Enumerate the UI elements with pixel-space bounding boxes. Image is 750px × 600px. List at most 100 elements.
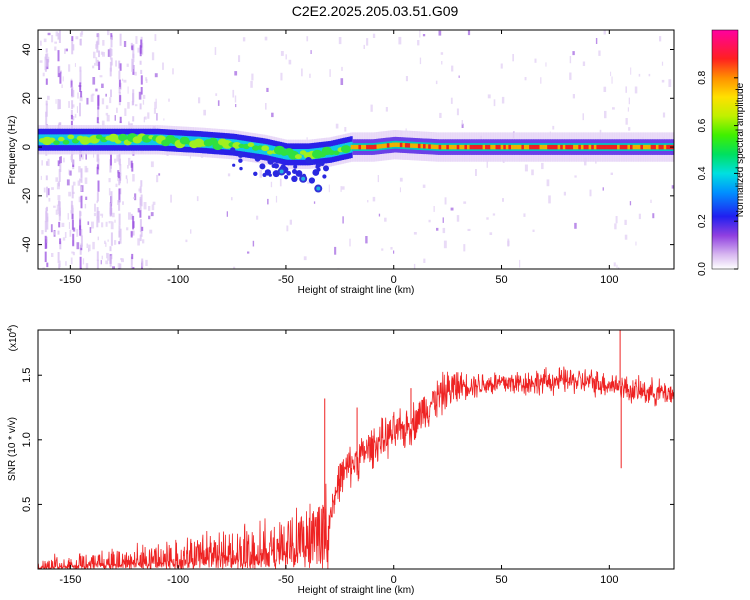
- spectrogram-noise-cell: [39, 60, 43, 63]
- spectrogram-max-cell: [544, 144, 548, 150]
- spectrogram-noise-cell: [519, 259, 521, 268]
- spectrogram-peak: [284, 175, 289, 180]
- spectrogram-noise-cell: [456, 215, 460, 222]
- x-tick-label: 0: [391, 574, 397, 586]
- spectrogram-noise-cell: [140, 75, 143, 85]
- spectrogram-noise-cell: [80, 168, 83, 178]
- spectrogram-noise-cell: [82, 258, 85, 265]
- spectrogram-noise-cell: [68, 191, 72, 197]
- spectrogram-noise-cell: [46, 186, 48, 198]
- spectrogram-noise-cell: [96, 192, 99, 202]
- spectrogram-max-cell: [456, 144, 460, 150]
- spectrogram-noise-cell: [69, 170, 72, 176]
- y-tick-label: 0.5: [21, 497, 33, 512]
- spectrogram-noise-cell: [119, 239, 122, 244]
- spectrogram-noise-cell: [96, 251, 99, 261]
- spectrogram-noise-cell: [102, 52, 105, 57]
- spectrogram-max-cell: [446, 144, 450, 150]
- spectrogram-noise-cell: [118, 79, 121, 89]
- spectrogram-peak: [238, 158, 243, 163]
- spectrogram-noise-cell: [72, 116, 75, 121]
- spectrogram-noise-cell: [97, 152, 100, 161]
- spectrogram-noise-cell: [203, 109, 206, 116]
- spectrogram-y-label: Frequency (Hz): [7, 116, 18, 185]
- spectrogram-noise-cell: [108, 188, 111, 196]
- spectrogram-noise-cell: [377, 175, 379, 183]
- spectrogram-max-cell: [407, 143, 411, 148]
- spectrogram-noise-cell: [338, 37, 342, 45]
- spectrogram-noise-cell: [42, 267, 45, 269]
- spectrogram-noise-cell: [85, 167, 89, 173]
- spectrogram-noise-cell: [433, 206, 435, 212]
- spectrogram-max-cell: [655, 144, 659, 150]
- spectrogram-noise-cell: [96, 59, 99, 67]
- spectrogram-noise-cell: [189, 155, 191, 159]
- spectrogram-peak: [319, 160, 324, 164]
- spectrogram-noise-cell: [121, 258, 124, 263]
- spectrogram-noise-cell: [108, 221, 111, 224]
- spectrogram-noise-cell: [251, 73, 254, 81]
- spectrogram-noise-cell: [610, 172, 613, 175]
- spectrogram-noise-cell: [154, 34, 157, 41]
- x-tick-label: -150: [59, 574, 81, 586]
- spectrogram-noise-cell: [105, 112, 109, 116]
- spectrogram-noise-cell: [128, 121, 130, 126]
- x-tick-label: -150: [59, 274, 81, 286]
- spectrogram-noise-cell: [117, 172, 120, 179]
- x-tick-label: 50: [495, 574, 507, 586]
- spectrogram-noise-cell: [110, 154, 112, 166]
- spectrogram-noise-cell: [40, 40, 42, 46]
- spectrogram-noise-cell: [563, 191, 566, 196]
- spectrogram-max-cell: [503, 144, 507, 150]
- spectrogram-noise-cell: [328, 184, 330, 193]
- spectrogram-max-cell: [575, 144, 579, 150]
- spectrogram-max-cell: [495, 144, 499, 150]
- spectrogram-noise-cell: [122, 201, 124, 205]
- spectrogram-noise-cell: [123, 41, 127, 47]
- spectrogram-peak: [312, 169, 320, 176]
- spectrogram-noise-cell: [569, 56, 572, 64]
- spectrogram-noise-cell: [131, 253, 134, 260]
- spectrogram-noise-cell: [84, 177, 88, 184]
- spectrogram-max-cell: [591, 144, 594, 150]
- spectrogram-noise-cell: [671, 185, 674, 189]
- spectrogram-max-cell: [599, 144, 602, 150]
- spectrogram-max-cell: [604, 144, 607, 150]
- spectrogram-noise-cell: [132, 65, 135, 75]
- spectrogram-max-cell: [601, 144, 605, 150]
- spectrogram-max-cell: [529, 144, 532, 150]
- spectrogram-peak: [266, 150, 274, 155]
- spectrogram-noise-cell: [74, 113, 77, 118]
- spectrogram-noise-cell: [341, 66, 343, 71]
- spectrogram-noise-cell: [147, 112, 150, 119]
- colorbar: 0.0 0.2 0.4 0.6 0.8 Normalized spectral ampl…: [697, 29, 746, 276]
- spectrogram-max-cell: [399, 142, 403, 148]
- spectrogram-noise-cell: [80, 195, 83, 209]
- spectrogram-noise-cell: [614, 223, 617, 230]
- spectrogram-noise-cell: [119, 116, 122, 123]
- spectrogram-noise-cell: [72, 181, 76, 186]
- spectrogram-noise-cell: [96, 216, 99, 228]
- spectrogram-noise-cell: [443, 240, 447, 249]
- spectrogram-noise-cell: [329, 69, 331, 77]
- spectrogram-max-cell: [358, 144, 362, 150]
- spectrogram-noise-cell: [118, 60, 121, 69]
- spectrogram-noise-cell: [524, 164, 528, 172]
- spectrogram-noise-cell: [47, 95, 50, 100]
- spectrogram-max-cell: [580, 144, 584, 150]
- spectrogram-noise-cell: [86, 97, 89, 105]
- spectrogram-noise-cell: [45, 103, 48, 117]
- spectrogram-peak: [340, 145, 351, 154]
- spectrogram-max-cell: [443, 144, 447, 150]
- spectrogram-noise-cell: [238, 55, 241, 62]
- spectrogram-noise-cell: [72, 44, 75, 51]
- spectrogram-noise-cell: [105, 93, 107, 97]
- spectrogram-noise-cell: [118, 188, 121, 203]
- spectrogram-max-cell: [355, 144, 359, 150]
- spectrogram-noise-cell: [40, 175, 42, 180]
- snr-x-ticks: -150 -100 -50 0 50 100: [59, 330, 619, 586]
- spectrogram-peak: [67, 134, 75, 140]
- spectrogram-noise-cell: [235, 104, 237, 108]
- spectrogram-peak: [323, 165, 329, 172]
- spectrogram-noise-cell: [140, 180, 143, 187]
